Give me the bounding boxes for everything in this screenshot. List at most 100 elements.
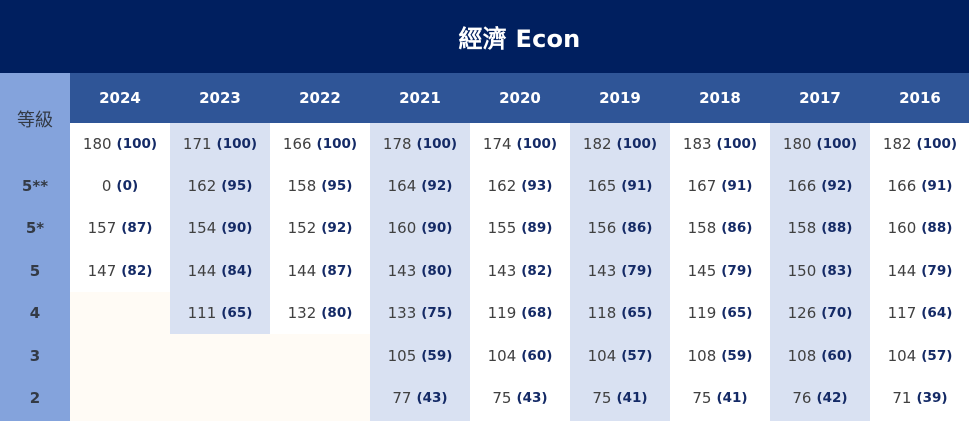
percent-value: (41) <box>616 390 648 406</box>
score-value: 171 <box>182 135 212 153</box>
score-value: 166 <box>787 177 817 195</box>
table-cell: 147 (82) <box>70 250 170 292</box>
column-background <box>70 123 170 292</box>
table-cell: 180 (100) <box>70 123 170 165</box>
percent-value: (64) <box>921 305 953 321</box>
year-header: 2022 <box>299 89 341 107</box>
table-cell: 104 (60) <box>470 335 570 377</box>
table-cell: 165 (91) <box>570 165 670 207</box>
score-value: 144 <box>887 262 917 280</box>
table-cell: 167 (91) <box>670 165 770 207</box>
percent-value: (80) <box>321 305 353 321</box>
score-value: 145 <box>687 262 717 280</box>
table-cell: 144 (79) <box>870 250 969 292</box>
percent-value: (100) <box>316 136 358 152</box>
column-background <box>270 123 370 334</box>
percent-value: (43) <box>516 390 548 406</box>
table-cell: 174 (100) <box>470 123 570 165</box>
percent-value: (83) <box>821 263 853 279</box>
percent-value: (79) <box>621 263 653 279</box>
percent-value: (91) <box>621 178 653 194</box>
year-header-row: 2024 2023 2022 2021 2020 2019 2018 2017 … <box>70 73 969 123</box>
table-cell: 157 (87) <box>70 207 170 249</box>
year-header: 2019 <box>599 89 641 107</box>
table-cell: 164 (92) <box>370 165 470 207</box>
score-value: 126 <box>787 304 817 322</box>
table-cell: 105 (59) <box>370 335 470 377</box>
percent-value: (57) <box>621 348 653 364</box>
table-cell: 158 (88) <box>770 207 870 249</box>
score-value: 180 <box>82 135 112 153</box>
percent-value: (90) <box>421 220 453 236</box>
table-cell: 162 (95) <box>170 165 270 207</box>
column-background <box>370 123 470 421</box>
score-value: 174 <box>482 135 512 153</box>
table-cell: 150 (83) <box>770 250 870 292</box>
score-value: 118 <box>587 304 617 322</box>
percent-value: (100) <box>816 136 858 152</box>
percent-value: (65) <box>221 305 253 321</box>
table-cell: 75 (41) <box>570 377 670 419</box>
percent-value: (100) <box>916 136 958 152</box>
grade-column <box>0 73 70 421</box>
percent-value: (59) <box>721 348 753 364</box>
score-value: 104 <box>487 347 517 365</box>
table-cell: 160 (88) <box>870 207 969 249</box>
column-background <box>770 123 870 421</box>
title-bar: 經濟 Econ <box>0 0 969 73</box>
table-cell: 183 (100) <box>670 123 770 165</box>
year-column: 180 (100) 166 (92) 158 (88) 150 (83) 126 (70) 108(… <box>770 123 870 421</box>
percent-value: (91) <box>921 178 953 194</box>
percent-value: (92) <box>821 178 853 194</box>
table-cell: 108 (59) <box>670 335 770 377</box>
percent-value: (80) <box>421 263 453 279</box>
table-cell: 162 (93) <box>470 165 570 207</box>
score-value: 0 <box>101 177 112 195</box>
score-value: 158 <box>687 219 717 237</box>
percent-value: (95) <box>321 178 353 194</box>
percent-value: (79) <box>921 263 953 279</box>
year-header: 2024 <box>99 89 141 107</box>
score-value: 162 <box>187 177 217 195</box>
percent-value: (90) <box>221 220 253 236</box>
percent-value: (88) <box>921 220 953 236</box>
year-column: 178 (100) 164 (92) 160 (90) 143 (80) 133 (75) 105(… <box>370 123 470 421</box>
table-cell: 77 (43) <box>370 377 470 419</box>
percent-value: (42) <box>816 390 848 406</box>
percent-value: (92) <box>421 178 453 194</box>
percent-value: (95) <box>221 178 253 194</box>
percent-value: (100) <box>516 136 558 152</box>
table-cell: 75 (43) <box>470 377 570 419</box>
table-cell: 104 (57) <box>870 335 969 377</box>
grade-label: 5 <box>29 262 41 280</box>
column-background <box>170 123 270 334</box>
score-value: 75 <box>492 389 512 407</box>
grade-header: 等級 <box>17 110 53 131</box>
score-value: 133 <box>387 304 417 322</box>
score-value: 156 <box>587 219 617 237</box>
column-background <box>870 123 969 421</box>
score-value: 152 <box>287 219 317 237</box>
score-value: 76 <box>792 389 812 407</box>
score-value: 166 <box>887 177 917 195</box>
table-cell: 178 (100) <box>370 123 470 165</box>
column-background <box>570 123 670 421</box>
year-header: 2018 <box>699 89 741 107</box>
table-cell: 108 (60) <box>770 335 870 377</box>
year-header: 2017 <box>799 89 841 107</box>
score-value: 158 <box>287 177 317 195</box>
percent-value: (100) <box>716 136 758 152</box>
percent-value: (100) <box>116 136 158 152</box>
score-value: 150 <box>787 262 817 280</box>
score-value: 165 <box>587 177 617 195</box>
score-value: 71 <box>892 389 912 407</box>
score-value: 162 <box>487 177 517 195</box>
table-cell: 145 (79) <box>670 250 770 292</box>
grade-label: 5** <box>21 177 49 195</box>
column-background <box>470 123 570 421</box>
percent-value: (60) <box>821 348 853 364</box>
table-cell: 104 (57) <box>570 335 670 377</box>
percent-value: (70) <box>821 305 853 321</box>
score-value: 147 <box>87 262 117 280</box>
